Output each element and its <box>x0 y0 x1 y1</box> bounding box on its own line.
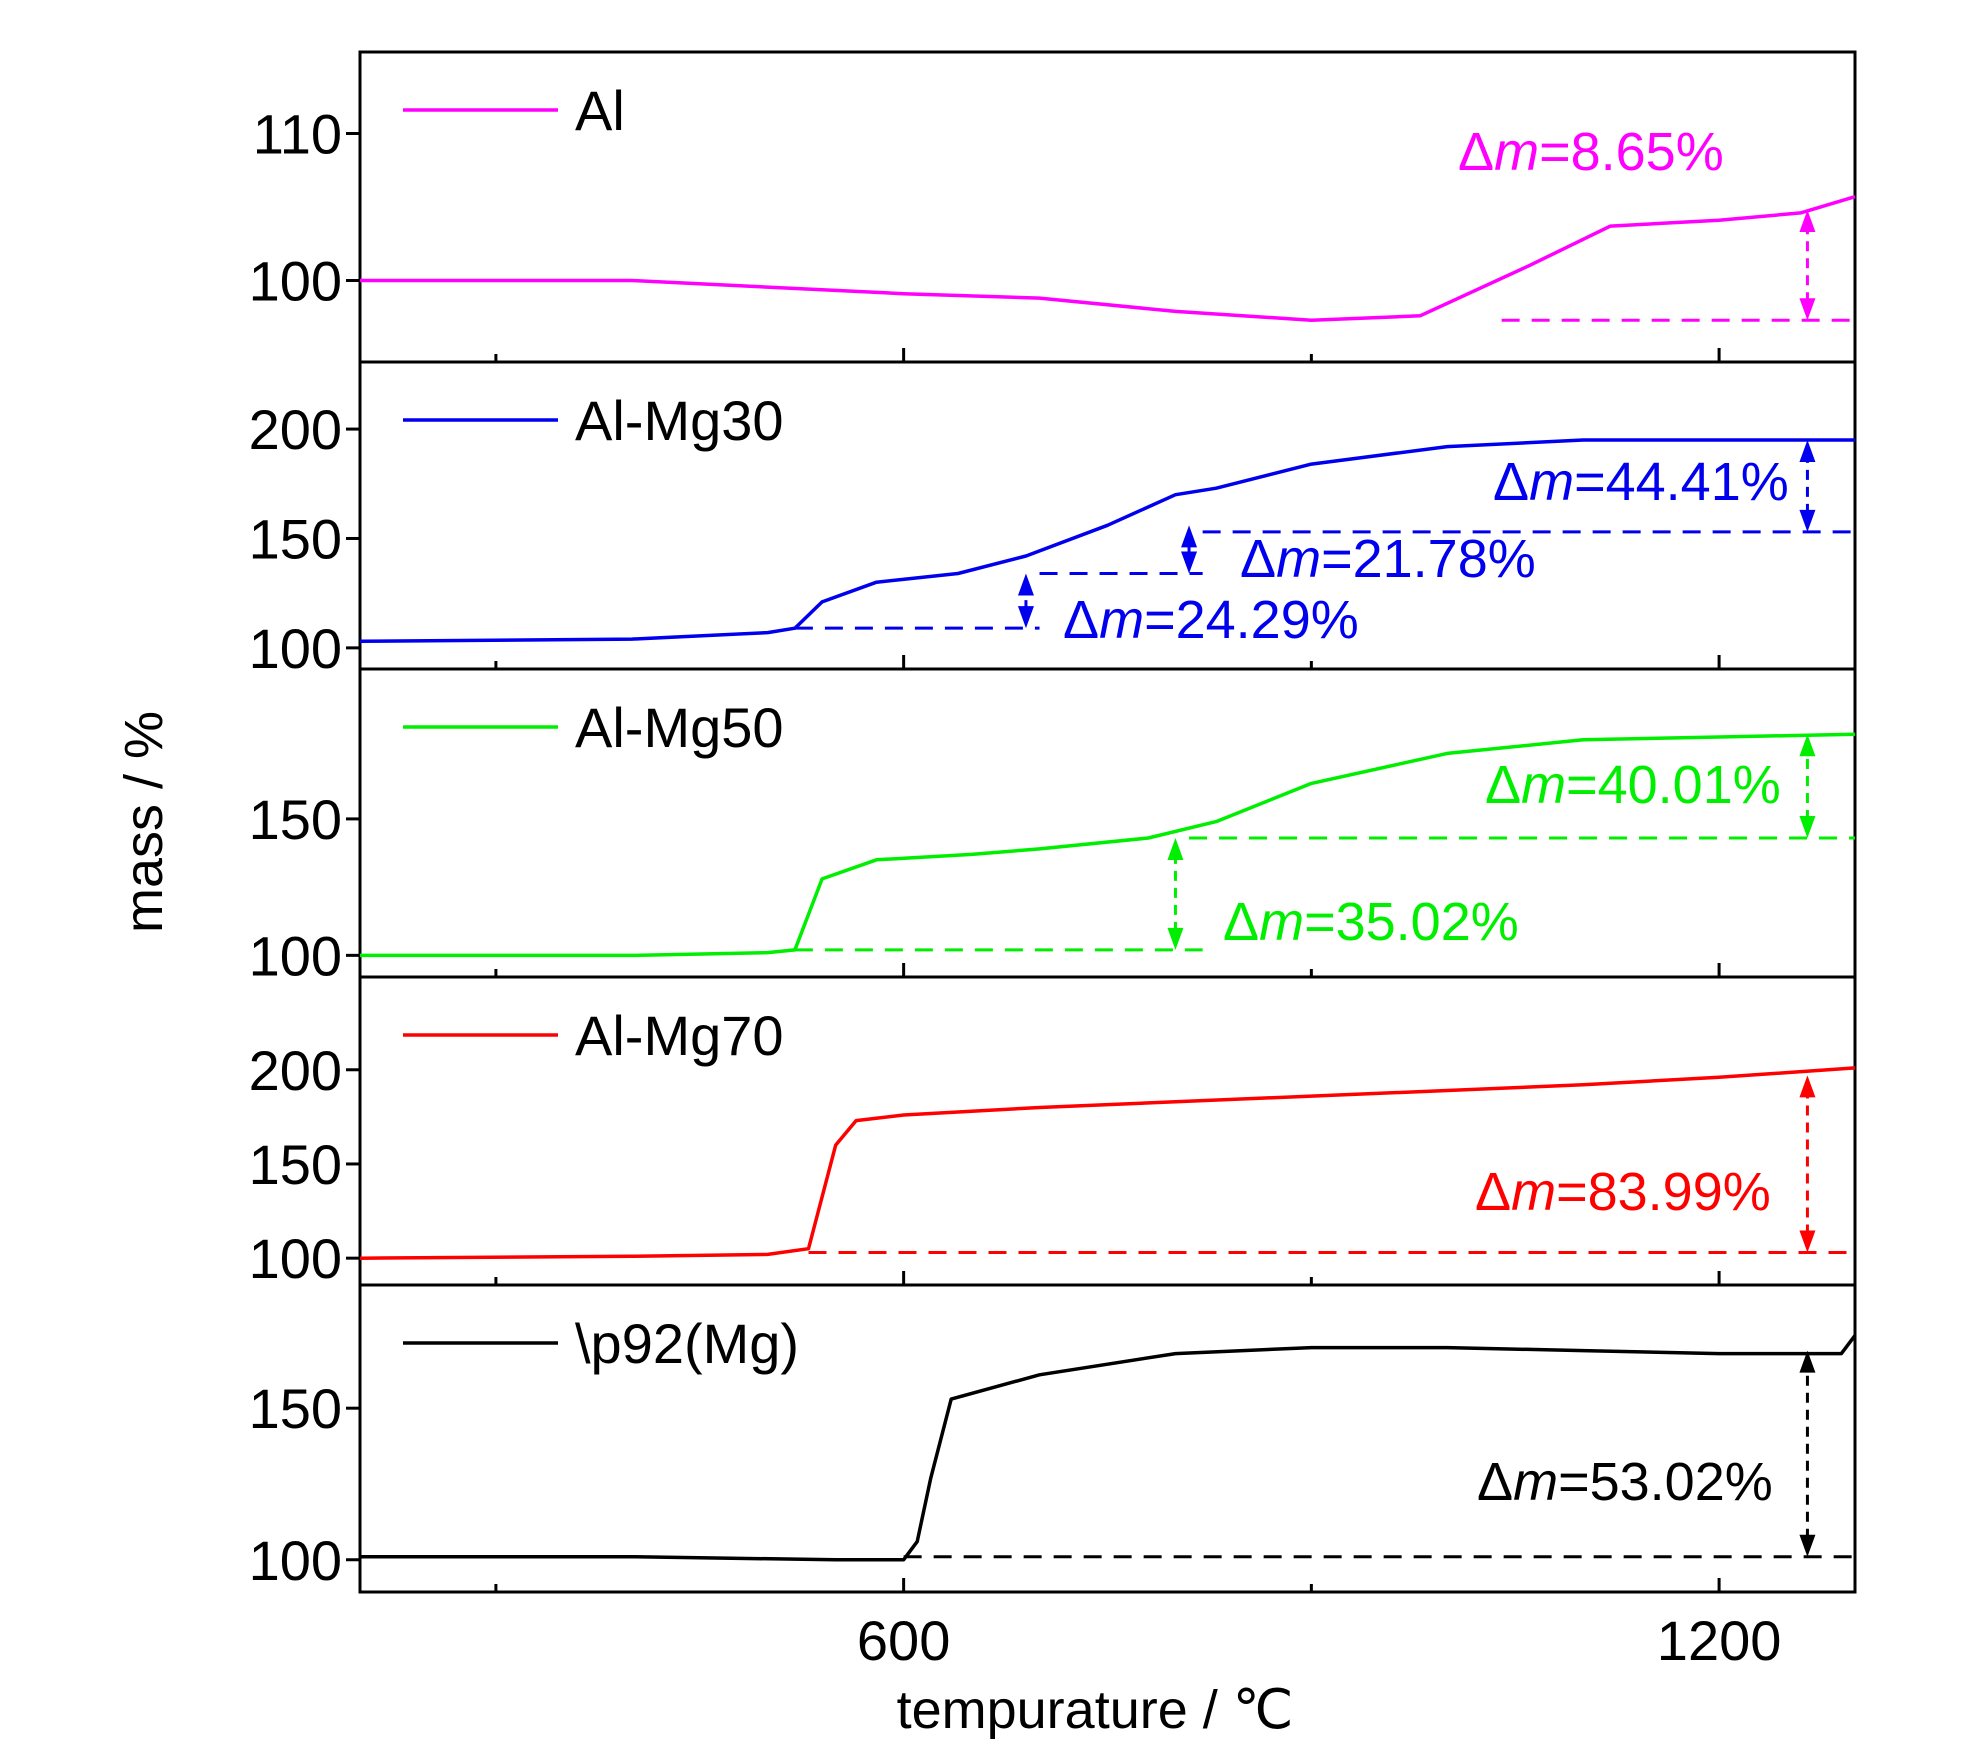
delta-m-label: Δm=83.99% <box>1475 1162 1771 1222</box>
delta-arrow-head-up <box>1181 525 1198 548</box>
delta-arrow-head-up <box>1799 440 1816 463</box>
delta-variable: m <box>1259 892 1304 952</box>
y-tick-label: 150 <box>249 1133 342 1196</box>
delta-value: =8.65% <box>1539 122 1724 182</box>
series-line <box>359 1066 1856 1260</box>
panel-1: 100 110 Al Δm=8.65% <box>249 50 1857 364</box>
y-tick-label: 100 <box>249 924 342 987</box>
delta-symbol: Δ <box>1223 892 1259 952</box>
series-line <box>359 438 1855 644</box>
delta-variable: m <box>1521 755 1566 815</box>
delta-symbol: Δ <box>1477 1452 1513 1512</box>
delta-variable: m <box>1529 452 1574 512</box>
delta-arrow-head-down <box>1181 551 1198 574</box>
y-tick-label: 100 <box>249 1529 342 1592</box>
y-tick-label: 150 <box>249 788 342 851</box>
delta-m-label: Δm=24.29% <box>1063 590 1359 650</box>
delta-arrow-head-down <box>1799 816 1816 839</box>
delta-value: =35.02% <box>1304 892 1519 952</box>
panel-4: 100 150 200 Al-Mg70 Δm=83.99% <box>249 975 1857 1290</box>
delta-m-label: Δm=21.78% <box>1240 529 1536 589</box>
delta-arrow-head-down <box>1799 298 1816 321</box>
legend-label: Al-Mg70 <box>575 1004 784 1067</box>
delta-variable: m <box>1494 122 1539 182</box>
panel-5: 100 150 \p92(Mg) Δm=53.02% <box>249 1283 1857 1594</box>
delta-symbol: Δ <box>1458 122 1494 182</box>
delta-value: =40.01% <box>1566 755 1781 815</box>
delta-symbol: Δ <box>1063 590 1099 650</box>
delta-arrow-head-up <box>1799 1075 1816 1098</box>
delta-m-label: Δm=35.02% <box>1223 892 1519 952</box>
delta-variable: m <box>1276 529 1321 589</box>
delta-m-label: Δm=44.41% <box>1493 452 1789 512</box>
y-axis-label: mass / % <box>114 711 174 933</box>
delta-variable: m <box>1099 590 1144 650</box>
series-line <box>360 732 1856 958</box>
delta-symbol: Δ <box>1493 452 1529 512</box>
x-axis-label: tempurature / ℃ <box>897 1680 1294 1740</box>
delta-arrow-head-down <box>1799 509 1816 532</box>
legend-label: \p92(Mg) <box>575 1312 799 1375</box>
delta-symbol: Δ <box>1475 1162 1511 1222</box>
delta-arrow-head-up <box>1799 209 1816 232</box>
delta-variable: m <box>1513 1452 1558 1512</box>
delta-variable: m <box>1511 1162 1556 1222</box>
delta-arrow-head-down <box>1167 927 1184 950</box>
delta-arrow-head-down <box>1799 1534 1816 1557</box>
panel-frame <box>358 1283 1857 1594</box>
y-tick-label: 200 <box>249 1039 342 1102</box>
y-tick-label: 200 <box>249 398 342 461</box>
delta-value: =44.41% <box>1574 452 1789 512</box>
delta-symbol: Δ <box>1485 755 1521 815</box>
delta-m-label: Δm=40.01% <box>1485 755 1781 815</box>
delta-value: =83.99% <box>1556 1162 1771 1222</box>
y-tick-label: 150 <box>249 1377 342 1440</box>
delta-arrow-head-down <box>1799 1230 1816 1253</box>
delta-symbol: Δ <box>1240 529 1276 589</box>
delta-m-label: Δm=8.65% <box>1458 122 1724 182</box>
x-tick-label: 1200 <box>1657 1609 1782 1672</box>
y-tick-label: 100 <box>249 1227 342 1290</box>
delta-value: =53.02% <box>1558 1452 1773 1512</box>
y-tick-label: 100 <box>249 617 342 680</box>
series-line <box>360 195 1856 322</box>
legend-label: Al <box>575 79 625 142</box>
delta-value: =21.78% <box>1321 529 1536 589</box>
delta-arrow-head-up <box>1799 734 1816 757</box>
x-tick-label: 600 <box>857 1609 950 1672</box>
y-tick-label: 150 <box>249 507 342 570</box>
delta-value: =24.29% <box>1144 590 1359 650</box>
delta-arrow-head-up <box>1017 573 1034 596</box>
y-tick-label: 100 <box>249 250 342 313</box>
legend-label: Al-Mg30 <box>575 389 784 452</box>
y-tick-label: 110 <box>253 103 342 166</box>
delta-arrow-head-up <box>1799 1350 1816 1373</box>
series-line <box>360 1334 1857 1562</box>
delta-arrow-head-down <box>1017 606 1034 629</box>
delta-m-label: Δm=53.02% <box>1477 1452 1773 1512</box>
delta-arrow-head-up <box>1167 838 1184 861</box>
legend-label: Al-Mg50 <box>575 696 784 759</box>
